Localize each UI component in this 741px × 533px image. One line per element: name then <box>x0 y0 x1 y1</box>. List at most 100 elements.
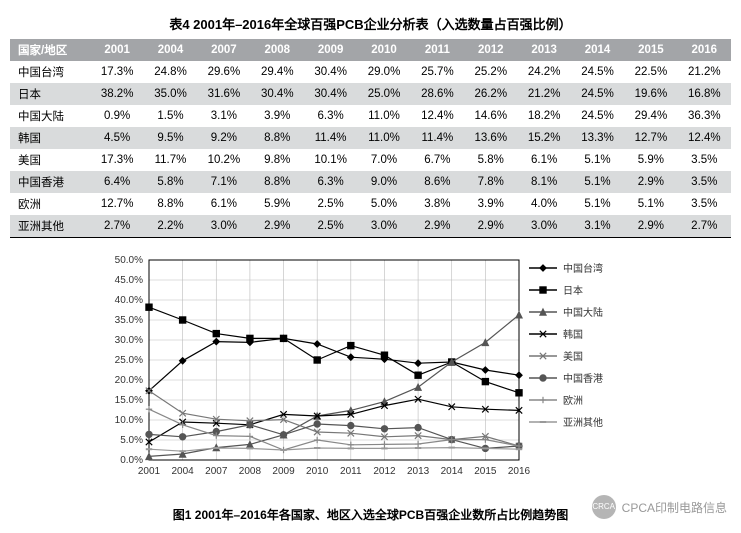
table-cell: 21.2% <box>517 83 570 105</box>
table-cell: 6.7% <box>411 149 464 171</box>
table-cell: 15.2% <box>517 127 570 149</box>
table-cell: 31.6% <box>197 83 250 105</box>
table-cell: 2.9% <box>411 215 464 238</box>
table-cell: 24.8% <box>144 61 197 83</box>
table-cell: 6.1% <box>517 149 570 171</box>
x-tick-label: 2008 <box>238 466 261 477</box>
y-tick-label: 45.0% <box>114 275 142 286</box>
table-cell: 3.5% <box>678 149 731 171</box>
row-label: 中国台湾 <box>10 61 90 83</box>
watermark-label: CPCA印制电路信息 <box>622 499 727 516</box>
table-cell: 22.5% <box>624 61 677 83</box>
series-line <box>149 399 519 442</box>
series-line <box>149 424 519 448</box>
table-body: 中国台湾17.3%24.8%29.6%29.4%30.4%29.0%25.7%2… <box>10 61 731 238</box>
row-label: 韩国 <box>10 127 90 149</box>
series-line <box>149 338 519 390</box>
table-cell: 9.8% <box>251 149 304 171</box>
x-tick-label: 2010 <box>306 466 329 477</box>
table-col-header: 2012 <box>464 39 517 61</box>
table-cell: 21.2% <box>678 61 731 83</box>
table-cell: 4.0% <box>517 193 570 215</box>
x-tick-label: 2015 <box>474 466 497 477</box>
table-cell: 10.1% <box>304 149 357 171</box>
legend-label: 韩国 <box>563 328 583 341</box>
table-cell: 17.3% <box>90 61 143 83</box>
table-cell: 3.0% <box>357 215 410 238</box>
y-tick-label: 35.0% <box>114 315 142 326</box>
table-cell: 30.4% <box>251 83 304 105</box>
x-tick-label: 2016 <box>507 466 530 477</box>
legend-label: 日本 <box>563 284 583 297</box>
table-cell: 3.0% <box>517 215 570 238</box>
table-cell: 9.0% <box>357 171 410 193</box>
table-col-header: 2014 <box>571 39 624 61</box>
table-cell: 3.0% <box>197 215 250 238</box>
table-row: 美国17.3%11.7%10.2%9.8%10.1%7.0%6.7%5.8%6.… <box>10 149 731 171</box>
data-table: 国家/地区20012004200720082009201020112012201… <box>10 39 731 238</box>
watermark-logo-icon: CRCA <box>592 495 616 519</box>
series-line <box>149 448 519 452</box>
x-tick-label: 2004 <box>171 466 194 477</box>
table-cell: 5.8% <box>144 171 197 193</box>
table-cell: 8.8% <box>251 127 304 149</box>
table-row: 亚洲其他2.7%2.2%3.0%2.9%2.5%3.0%2.9%2.9%3.0%… <box>10 215 731 238</box>
table-cell: 2.9% <box>624 215 677 238</box>
x-tick-label: 2011 <box>340 466 362 477</box>
table-cell: 2.7% <box>678 215 731 238</box>
table-cell: 11.4% <box>411 127 464 149</box>
table-cell: 1.5% <box>144 105 197 127</box>
table-cell: 2.5% <box>304 215 357 238</box>
y-tick-label: 15.0% <box>114 395 142 406</box>
table-col-header: 2001 <box>90 39 143 61</box>
table-cell: 2.5% <box>304 193 357 215</box>
table-cell: 30.4% <box>304 83 357 105</box>
table-cell: 16.8% <box>678 83 731 105</box>
x-tick-label: 2007 <box>205 466 228 477</box>
table-cell: 24.5% <box>571 83 624 105</box>
y-tick-label: 25.0% <box>114 355 142 366</box>
row-label: 欧洲 <box>10 193 90 215</box>
table-cell: 28.6% <box>411 83 464 105</box>
table-cell: 4.5% <box>90 127 143 149</box>
table-cell: 2.9% <box>624 171 677 193</box>
table-cell: 7.1% <box>197 171 250 193</box>
table-cell: 2.9% <box>464 215 517 238</box>
table-row: 日本38.2%35.0%31.6%30.4%30.4%25.0%28.6%26.… <box>10 83 731 105</box>
table-cell: 3.5% <box>678 193 731 215</box>
table-cell: 12.7% <box>624 127 677 149</box>
table-col-header: 2011 <box>411 39 464 61</box>
table-cell: 36.3% <box>678 105 731 127</box>
x-tick-label: 2013 <box>406 466 429 477</box>
table-cell: 2.2% <box>144 215 197 238</box>
table-cell: 5.1% <box>571 149 624 171</box>
table-cell: 5.8% <box>464 149 517 171</box>
series-line <box>149 391 519 446</box>
row-label: 美国 <box>10 149 90 171</box>
table-row: 中国台湾17.3%24.8%29.6%29.4%30.4%29.0%25.7%2… <box>10 61 731 83</box>
table-cell: 3.5% <box>678 171 731 193</box>
table-cell: 5.0% <box>357 193 410 215</box>
table-cell: 7.0% <box>357 149 410 171</box>
table-col-header: 2015 <box>624 39 677 61</box>
table-cell: 29.6% <box>197 61 250 83</box>
table-cell: 26.2% <box>464 83 517 105</box>
table-cell: 11.7% <box>144 149 197 171</box>
legend-label: 中国台湾 <box>563 262 603 275</box>
legend-label: 美国 <box>563 350 583 363</box>
table-col-header: 2010 <box>357 39 410 61</box>
table-cell: 13.3% <box>571 127 624 149</box>
table-cell: 24.5% <box>571 61 624 83</box>
x-tick-label: 2009 <box>272 466 295 477</box>
table-cell: 10.2% <box>197 149 250 171</box>
chart-container: 0.0%5.0%10.0%15.0%20.0%25.0%30.0%35.0%40… <box>10 248 731 498</box>
table-header: 国家/地区20012004200720082009201020112012201… <box>10 39 731 61</box>
table-cell: 3.8% <box>411 193 464 215</box>
row-label: 中国香港 <box>10 171 90 193</box>
table-cell: 13.6% <box>464 127 517 149</box>
table-cell: 9.5% <box>144 127 197 149</box>
table-cell: 5.1% <box>571 193 624 215</box>
table-title: 表4 2001年–2016年全球百强PCB企业分析表（入选数量占百强比例） <box>10 14 731 33</box>
table-cell: 0.9% <box>90 105 143 127</box>
table-col-header: 2007 <box>197 39 250 61</box>
